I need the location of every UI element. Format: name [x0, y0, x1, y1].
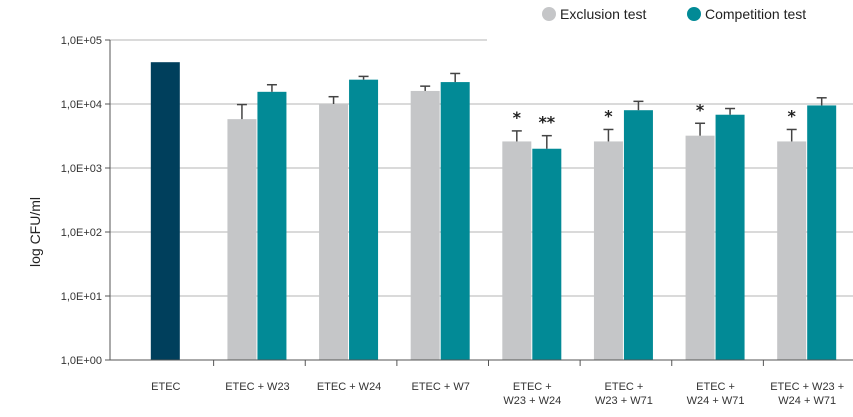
bar-exclusion [227, 119, 257, 360]
y-tick-label: 1,0E+05 [61, 35, 102, 47]
significance-markers: * * * *** [513, 100, 797, 131]
legend-label: Competition test [705, 6, 806, 22]
y-tick-label: 1,0E+01 [61, 291, 102, 303]
legend-swatch [542, 7, 556, 21]
error-bars [236, 72, 827, 149]
bar-competition [715, 114, 745, 361]
y-tick-label: 1,0E+03 [61, 163, 102, 175]
x-axis: ETEC ETEC + W23 ETEC + W24 ETEC + W7 ETEC + W… [110, 359, 853, 407]
x-tick-label: ETEC + W23 + W24 [503, 381, 561, 407]
legend-swatch [687, 7, 701, 21]
bar-competition [440, 82, 470, 360]
x-tick-label: ETEC + W23 + W71 [595, 381, 653, 407]
bar-competition [257, 91, 287, 360]
bar-exclusion [502, 141, 532, 360]
y-axis-title: log CFU/ml [27, 197, 43, 267]
x-tick-label: ETEC + W24 [317, 381, 382, 393]
x-tick-label: ETEC + W7 [412, 381, 470, 393]
x-tick-label: ETEC + W24 + W71 [687, 381, 745, 407]
bars [150, 62, 837, 361]
bar-exclusion [685, 135, 715, 360]
y-tick-label: 1,0E+02 [61, 227, 102, 239]
bar-competition [532, 148, 562, 360]
x-tick-label: ETEC + W23 + W24 + W71 [770, 381, 844, 407]
bar-exclusion [777, 141, 807, 360]
y-tick-label: 1,0E+00 [61, 355, 102, 367]
x-tick-label: ETEC [151, 381, 180, 393]
bar-exclusion [593, 141, 623, 360]
bar-competition [807, 105, 837, 360]
bar-competition [623, 110, 653, 360]
legend: Exclusion test Competition test [542, 6, 806, 22]
y-axis: 1,0E+00 1,0E+01 1,0E+02 1,0E+03 1,0E+04 1,0E+… [61, 35, 111, 367]
bar-exclusion [410, 90, 440, 361]
x-tick-label: ETEC + W23 [225, 381, 290, 393]
bar-competition [349, 79, 379, 361]
y-tick-label: 1,0E+04 [61, 99, 102, 111]
significance-star: * [696, 100, 705, 119]
legend-label: Exclusion test [560, 6, 646, 22]
significance-star: * [604, 106, 613, 125]
significance-star: * [513, 108, 522, 127]
bar-exclusion [319, 104, 349, 360]
significance-star: ** [538, 113, 555, 132]
bar-control [150, 62, 180, 361]
significance-star: * [788, 106, 797, 125]
